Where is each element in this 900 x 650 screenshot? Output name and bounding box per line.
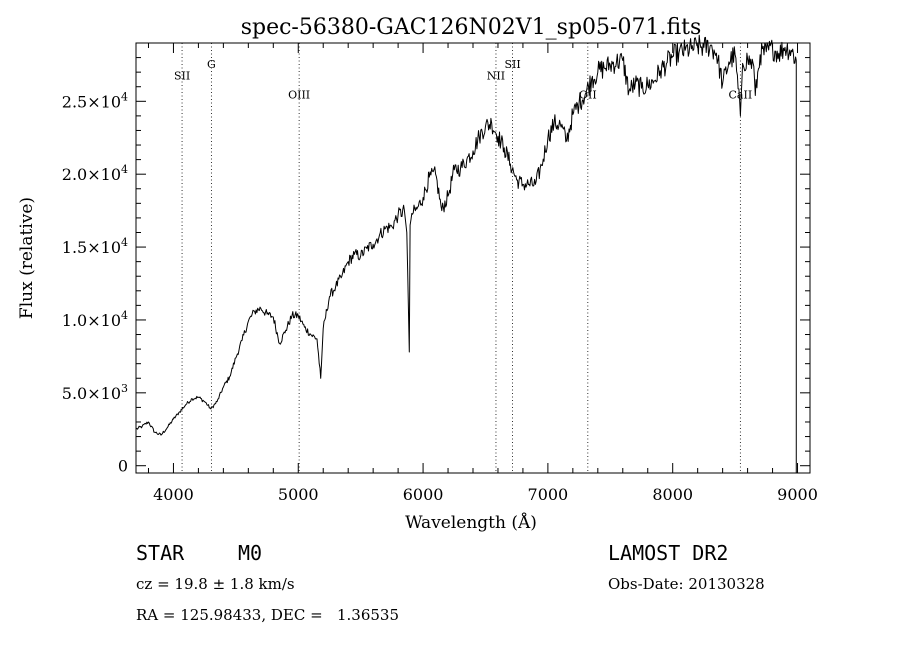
spectral-line-label: OII (579, 88, 597, 101)
x-tick-label: 9000 (777, 485, 818, 504)
redshift-text: cz = 19.8 ± 1.8 km/s (136, 575, 295, 593)
x-tick-label: 4000 (153, 485, 194, 504)
spectral-line-label: OIII (288, 88, 310, 101)
spectral-line-label: SII (504, 58, 520, 71)
y-axis: 0 5.0×103 1.0×104 1.5×104 2.0×104 2.5×104 (62, 57, 810, 476)
spectral-line-label: G (207, 58, 216, 71)
coords-text: RA = 125.98433, DEC = 1.36535 (136, 606, 399, 624)
y-axis-label: Flux (relative) (17, 197, 37, 319)
plot-frame (135, 42, 811, 474)
y-tick-label: 2.0×104 (62, 163, 128, 184)
object-class: STAR (136, 541, 185, 565)
spectrum-series-line (135, 34, 797, 436)
spectral-line-label: CaII (729, 88, 753, 101)
x-tick-label: 6000 (403, 485, 444, 504)
chart-title: spec-56380-GAC126N02V1_sp05-071.fits (241, 15, 702, 40)
spectral-line-label: SII (174, 69, 190, 82)
y-tick-label: 1.5×104 (62, 236, 128, 257)
y-tick-label: 1.0×104 (62, 309, 128, 330)
survey-name: LAMOST DR2 (608, 541, 728, 565)
spectral-line-label: NII (487, 69, 505, 82)
obs-date-text: Obs-Date: 20130328 (608, 575, 765, 593)
object-subclass: M0 (238, 541, 262, 565)
y-tick-label: 0 (118, 457, 128, 476)
x-tick-label: 7000 (528, 485, 569, 504)
y-tick-label: 5.0×103 (62, 382, 128, 403)
x-axis-label: Wavelength (Å) (405, 512, 537, 533)
x-axis: 4000 5000 6000 7000 8000 9000 (147, 43, 818, 504)
x-tick-label: 8000 (652, 485, 693, 504)
x-tick-label: 5000 (278, 485, 319, 504)
y-tick-label: 2.5×104 (62, 90, 128, 111)
series-layer (135, 34, 797, 473)
